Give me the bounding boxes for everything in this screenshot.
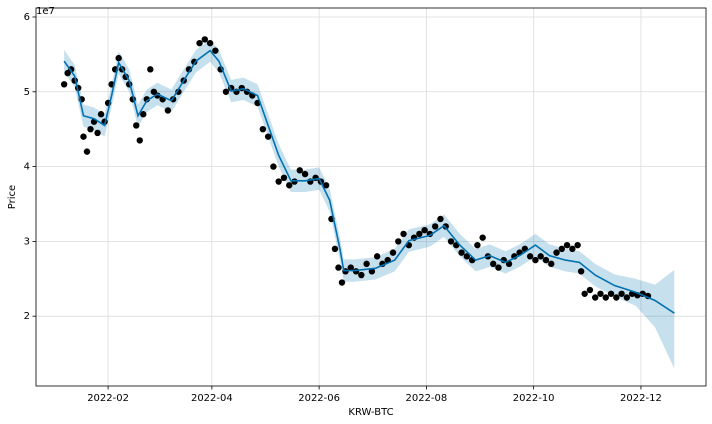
y-tick-label: 6 bbox=[24, 12, 30, 23]
observed-point bbox=[431, 223, 439, 230]
observed-point bbox=[212, 47, 219, 54]
observed-point bbox=[613, 294, 620, 301]
y-axis-label: Price bbox=[7, 185, 18, 209]
observed-point bbox=[597, 290, 604, 297]
observed-point bbox=[136, 137, 143, 144]
observed-point bbox=[115, 54, 122, 62]
observed-point bbox=[175, 88, 182, 95]
observed-point bbox=[542, 256, 550, 264]
x-tick-label: 2022-06 bbox=[298, 393, 340, 404]
observed-point bbox=[574, 241, 581, 249]
observed-point bbox=[592, 294, 599, 301]
observed-point bbox=[602, 294, 609, 301]
observed-point bbox=[495, 264, 502, 271]
observed-point bbox=[421, 226, 428, 234]
plot-frame bbox=[35, 7, 707, 387]
observed-point bbox=[526, 253, 534, 260]
observed-point bbox=[301, 170, 309, 178]
observed-point bbox=[586, 286, 594, 294]
observed-point bbox=[479, 234, 486, 241]
observed-point bbox=[373, 253, 381, 260]
y-tick-label: 5 bbox=[24, 87, 30, 98]
observed-point bbox=[463, 253, 471, 260]
observed-point bbox=[133, 122, 140, 129]
x-tick-label: 2022-10 bbox=[513, 393, 555, 404]
observed-point bbox=[623, 294, 631, 301]
observed-point bbox=[548, 260, 555, 268]
observed-point bbox=[553, 249, 560, 256]
observed-point bbox=[94, 129, 101, 137]
observed-point bbox=[581, 290, 588, 297]
forecast-line bbox=[63, 49, 675, 314]
observed-point bbox=[563, 241, 571, 249]
observed-point bbox=[201, 36, 209, 43]
observed-point bbox=[275, 178, 282, 185]
observed-point bbox=[607, 290, 615, 297]
observed-point bbox=[347, 264, 354, 271]
observed-point bbox=[206, 39, 214, 47]
observed-point bbox=[259, 125, 267, 133]
observed-point bbox=[437, 215, 444, 223]
observed-point bbox=[280, 174, 288, 182]
observed-point bbox=[83, 148, 91, 155]
y-scale-label: 1e7 bbox=[36, 6, 55, 17]
observed-point bbox=[60, 81, 68, 88]
observed-point bbox=[264, 133, 272, 140]
observed-point bbox=[558, 245, 566, 253]
observed-point bbox=[368, 268, 376, 275]
observed-point bbox=[338, 279, 346, 286]
observed-point bbox=[164, 107, 172, 114]
observed-point bbox=[416, 230, 423, 238]
observed-point bbox=[577, 268, 585, 275]
observed-point bbox=[474, 241, 481, 249]
observed-point bbox=[147, 66, 154, 73]
observed-point bbox=[331, 245, 339, 253]
observed-point bbox=[296, 167, 303, 174]
observed-point bbox=[447, 238, 455, 245]
observed-point bbox=[458, 249, 465, 256]
x-tick-label: 2022-08 bbox=[405, 393, 447, 404]
observed-point bbox=[270, 163, 277, 170]
observed-point bbox=[80, 133, 87, 140]
observed-point bbox=[222, 88, 230, 95]
y-tick-label: 2 bbox=[24, 311, 30, 322]
observed-point bbox=[87, 125, 94, 133]
observed-point bbox=[363, 260, 370, 268]
observed-point bbox=[618, 290, 625, 297]
observed-point bbox=[140, 111, 147, 118]
observed-point bbox=[322, 182, 330, 189]
observed-point bbox=[395, 238, 402, 245]
observed-point bbox=[286, 182, 293, 189]
observed-point bbox=[490, 260, 497, 268]
x-axis-label: KRW-BTC bbox=[348, 407, 393, 418]
observed-point bbox=[97, 111, 105, 118]
observed-point bbox=[537, 253, 544, 260]
observed-point bbox=[569, 245, 576, 253]
x-tick-label: 2022-04 bbox=[191, 393, 233, 404]
y-tick-label: 4 bbox=[24, 162, 30, 173]
uncertainty-band bbox=[64, 39, 675, 369]
observed-point bbox=[400, 230, 407, 238]
x-tick-label: 2022-02 bbox=[87, 393, 129, 404]
observed-point bbox=[358, 271, 365, 279]
observed-point bbox=[389, 249, 397, 256]
x-tick-label: 2022-12 bbox=[620, 393, 662, 404]
observed-point bbox=[335, 264, 342, 271]
y-tick-label: 3 bbox=[24, 236, 30, 247]
observed-point bbox=[143, 96, 150, 103]
observed-point bbox=[532, 256, 539, 264]
observed-point bbox=[196, 39, 203, 47]
